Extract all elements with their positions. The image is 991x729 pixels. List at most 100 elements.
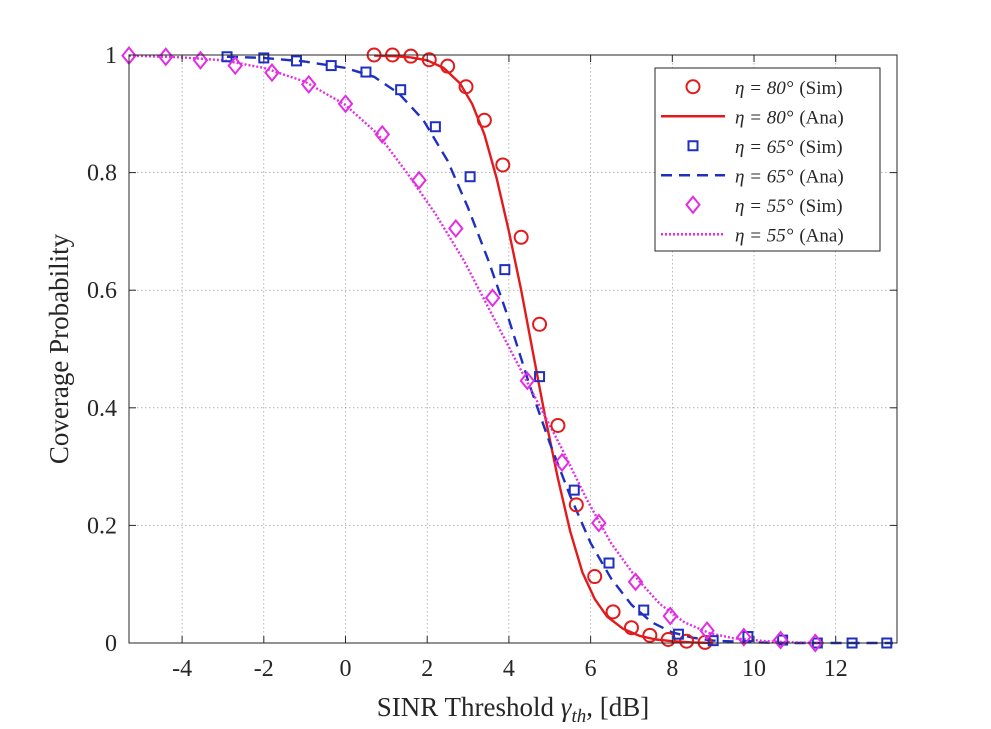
data-point <box>484 288 501 308</box>
x-tick-label: 2 <box>421 656 433 682</box>
series-line <box>128 54 820 645</box>
legend-entry: η = 55° (Ana) <box>661 225 844 246</box>
data-point <box>337 94 354 114</box>
data-point <box>290 55 302 67</box>
data-point <box>476 112 492 128</box>
data-point <box>627 572 644 592</box>
legend-label: η = 80° (Ana) <box>735 107 844 128</box>
y-axis-label: Coverage Probability <box>44 233 74 464</box>
data-point <box>440 58 456 74</box>
data-point <box>325 60 337 72</box>
data-point <box>638 604 650 616</box>
data-point <box>662 606 679 626</box>
data-point <box>603 557 615 569</box>
data-point <box>772 630 789 650</box>
x-axis-label: SINR Threshold γth, [dB] <box>377 692 649 727</box>
data-point <box>403 48 419 64</box>
y-tick-label: 0.2 <box>87 513 117 539</box>
series-3 <box>226 55 893 645</box>
series-line <box>226 55 893 645</box>
data-point <box>554 452 570 473</box>
legend-entry: η = 80° (Sim) <box>685 78 843 99</box>
legend-swatch-marker <box>685 195 701 215</box>
data-point <box>587 569 603 585</box>
data-point <box>395 84 407 96</box>
legend-label-main: η = 65° <box>735 137 794 158</box>
data-point <box>568 484 580 496</box>
legend-label-main: η = 55° <box>735 196 794 217</box>
data-point <box>519 371 536 391</box>
data-point <box>807 633 824 653</box>
legend-label-tag: (Sim) <box>799 78 842 99</box>
data-point <box>499 264 511 276</box>
data-point <box>227 55 244 76</box>
series-5 <box>128 54 820 645</box>
x-axis-label-main: SINR Threshold <box>377 692 561 722</box>
legend-entry: η = 80° (Ana) <box>661 107 844 128</box>
legend-label-main: η = 80° <box>735 78 794 99</box>
x-tick-label: 0 <box>340 656 352 682</box>
data-point <box>192 50 209 70</box>
axis-label-layer: SINR Threshold γth, [dB] Coverage Probab… <box>44 233 649 727</box>
legend-entry: η = 55° (Sim) <box>685 195 843 217</box>
x-axis-label-symbol: γ <box>561 692 573 722</box>
x-tick-label: 8 <box>666 656 678 682</box>
data-point <box>157 47 174 67</box>
data-point <box>264 63 280 83</box>
data-point <box>534 371 546 383</box>
x-tick-label: 12 <box>824 656 848 682</box>
data-point <box>421 52 437 68</box>
legend-box <box>654 67 881 252</box>
data-point <box>605 604 621 620</box>
y-tick-label: 1 <box>105 43 117 69</box>
legend-swatch-marker <box>687 140 699 152</box>
data-point <box>429 121 441 133</box>
data-point <box>699 621 715 641</box>
data-point <box>448 218 464 239</box>
plot-frame <box>128 54 898 644</box>
legend-label-tag: (Ana) <box>799 166 843 187</box>
y-tick-label: 0.8 <box>87 161 117 187</box>
data-point <box>623 620 639 636</box>
data-point <box>300 74 317 94</box>
legend-label-tag: (Sim) <box>799 137 842 158</box>
data-point <box>672 628 684 640</box>
data-point <box>736 627 752 647</box>
legend-label: η = 65° (Sim) <box>735 137 843 158</box>
data-point <box>513 229 529 245</box>
y-tick-label: 0.4 <box>87 396 117 422</box>
data-point <box>642 627 658 643</box>
data-point <box>458 79 474 95</box>
data-point <box>411 170 427 190</box>
data-point <box>550 417 566 433</box>
legend-label: η = 65° (Ana) <box>735 166 844 187</box>
data-point <box>374 124 391 144</box>
data-point <box>258 52 270 64</box>
x-tick-label: 10 <box>742 656 766 682</box>
legend-label-tag: (Ana) <box>799 225 843 246</box>
legend-label: η = 55° (Ana) <box>735 225 844 246</box>
x-tick-label: 4 <box>503 656 515 682</box>
x-tick-label: -4 <box>172 656 192 682</box>
legend-label: η = 55° (Sim) <box>735 196 843 217</box>
legend-entry: η = 65° (Sim) <box>687 137 843 158</box>
y-tick-label: 0.6 <box>87 278 117 304</box>
tick-layer: -4 -2 0 2 4 6 8 10 12 0 0.2 0.4 0.6 0.8 1 <box>87 43 897 682</box>
y-tick-label: 0 <box>105 631 117 657</box>
legend-label-main: η = 80° <box>735 107 794 128</box>
legend-swatch-marker <box>685 79 701 95</box>
legend-label-main: η = 55° <box>735 225 794 246</box>
data-point <box>679 633 695 649</box>
data-point <box>590 513 607 533</box>
data-point <box>707 635 719 647</box>
legend-label: η = 80° (Sim) <box>735 78 843 99</box>
x-axis-label-suffix: , [dB] <box>586 692 649 722</box>
x-tick-label: -2 <box>254 656 274 682</box>
data-point <box>568 497 584 513</box>
legend-label-main: η = 65° <box>735 166 794 187</box>
legend: η = 80° (Sim)η = 80° (Ana)η = 65° (Sim)η = … <box>654 67 881 252</box>
x-axis-label-subscript: th <box>571 706 586 727</box>
x-tick-label: 6 <box>585 656 597 682</box>
legend-entry: η = 65° (Ana) <box>661 166 844 187</box>
